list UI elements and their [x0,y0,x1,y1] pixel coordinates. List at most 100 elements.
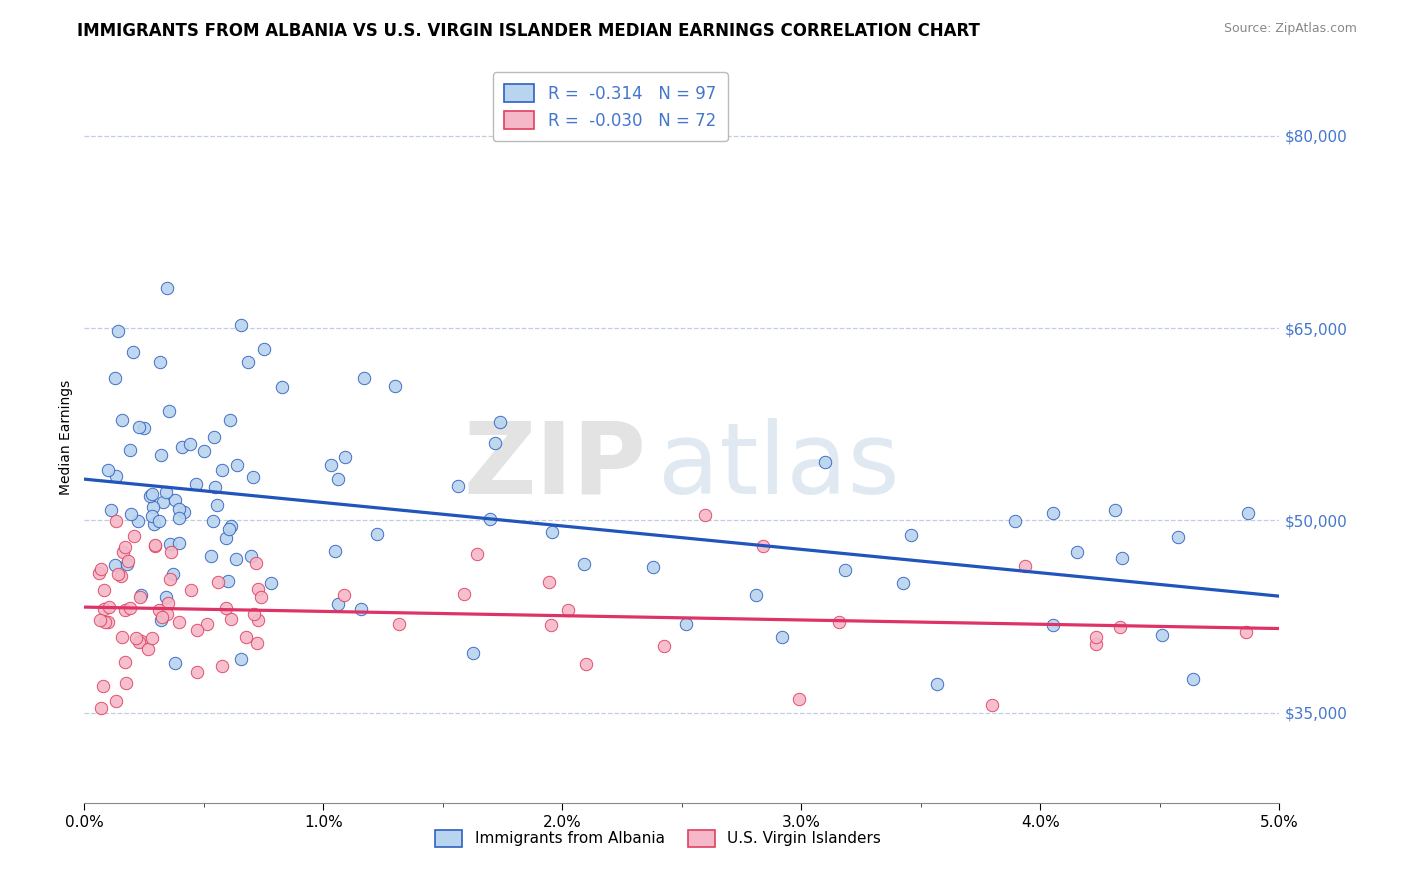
Point [1150,628,1173,642]
Point [1042,618,1064,632]
Point [1111,550,1133,565]
Point [180,582,202,597]
Point [127,514,149,528]
Point [239,549,262,563]
Point [90,562,112,576]
Point [114,676,136,690]
Point [143,516,166,531]
Point [128,420,150,434]
Point [980,698,1002,713]
Point [326,597,349,611]
Point [201,514,224,528]
Point [129,590,152,604]
Point [226,458,249,472]
Point [104,469,127,483]
Text: IMMIGRANTS FROM ALBANIA VS U.S. VIRGIN ISLANDER MEDIAN EARNINGS CORRELATION CHAR: IMMIGRANTS FROM ALBANIA VS U.S. VIRGIN I… [77,22,980,40]
Point [155,590,177,604]
Point [744,588,766,602]
Point [97,600,120,615]
Point [243,607,266,621]
Point [141,487,163,501]
Point [179,437,201,451]
Point [242,470,264,484]
Point [1084,637,1107,651]
Point [1084,630,1107,644]
Point [159,537,181,551]
Point [489,415,512,429]
Point [250,591,273,605]
Point [107,324,129,338]
Point [202,430,225,444]
Point [91,679,114,693]
Point [114,540,136,554]
Point [169,511,191,525]
Point [162,567,184,582]
Point [90,701,112,715]
Point [695,508,717,522]
Point [159,544,181,558]
Point [93,583,115,598]
Point [770,630,793,644]
Point [111,413,134,427]
Point [167,536,190,550]
Point [150,610,173,624]
Point [152,495,174,509]
Point [148,355,170,369]
Point [156,281,179,295]
Point [157,403,180,417]
Point [246,636,269,650]
Point [787,692,810,706]
Point [1236,506,1258,520]
Point [247,613,270,627]
Point [463,646,485,660]
Point [387,616,409,631]
Point [163,493,186,508]
Point [205,498,228,512]
Point [200,549,222,563]
Point [1167,530,1189,544]
Point [834,563,856,577]
Point [134,421,156,435]
Point [167,502,190,516]
Point [111,545,134,559]
Point [159,573,181,587]
Point [136,642,159,657]
Point [173,505,195,519]
Point [219,518,242,533]
Point [245,556,267,570]
Point [207,575,229,590]
Point [163,656,186,670]
Point [1108,620,1130,634]
Point [93,601,115,615]
Point [145,538,167,552]
Point [172,441,194,455]
Point [333,588,356,602]
Point [828,615,851,629]
Point [231,318,253,332]
Legend: Immigrants from Albania, U.S. Virgin Islanders: Immigrants from Albania, U.S. Virgin Isl… [425,819,891,857]
Point [142,500,165,514]
Point [641,560,664,574]
Point [118,601,141,615]
Point [148,514,170,528]
Point [184,477,207,491]
Point [335,450,357,465]
Point [156,595,179,609]
Point [100,503,122,517]
Point [891,575,914,590]
Point [122,529,145,543]
Point [229,651,252,665]
Point [204,480,226,494]
Point [97,615,120,630]
Point [1104,503,1126,517]
Point [117,554,139,568]
Point [87,566,110,580]
Point [225,552,247,566]
Point [654,639,676,653]
Point [537,574,560,589]
Point [900,528,922,542]
Point [484,436,506,450]
Point [148,603,170,617]
Point [557,603,579,617]
Point [156,607,179,622]
